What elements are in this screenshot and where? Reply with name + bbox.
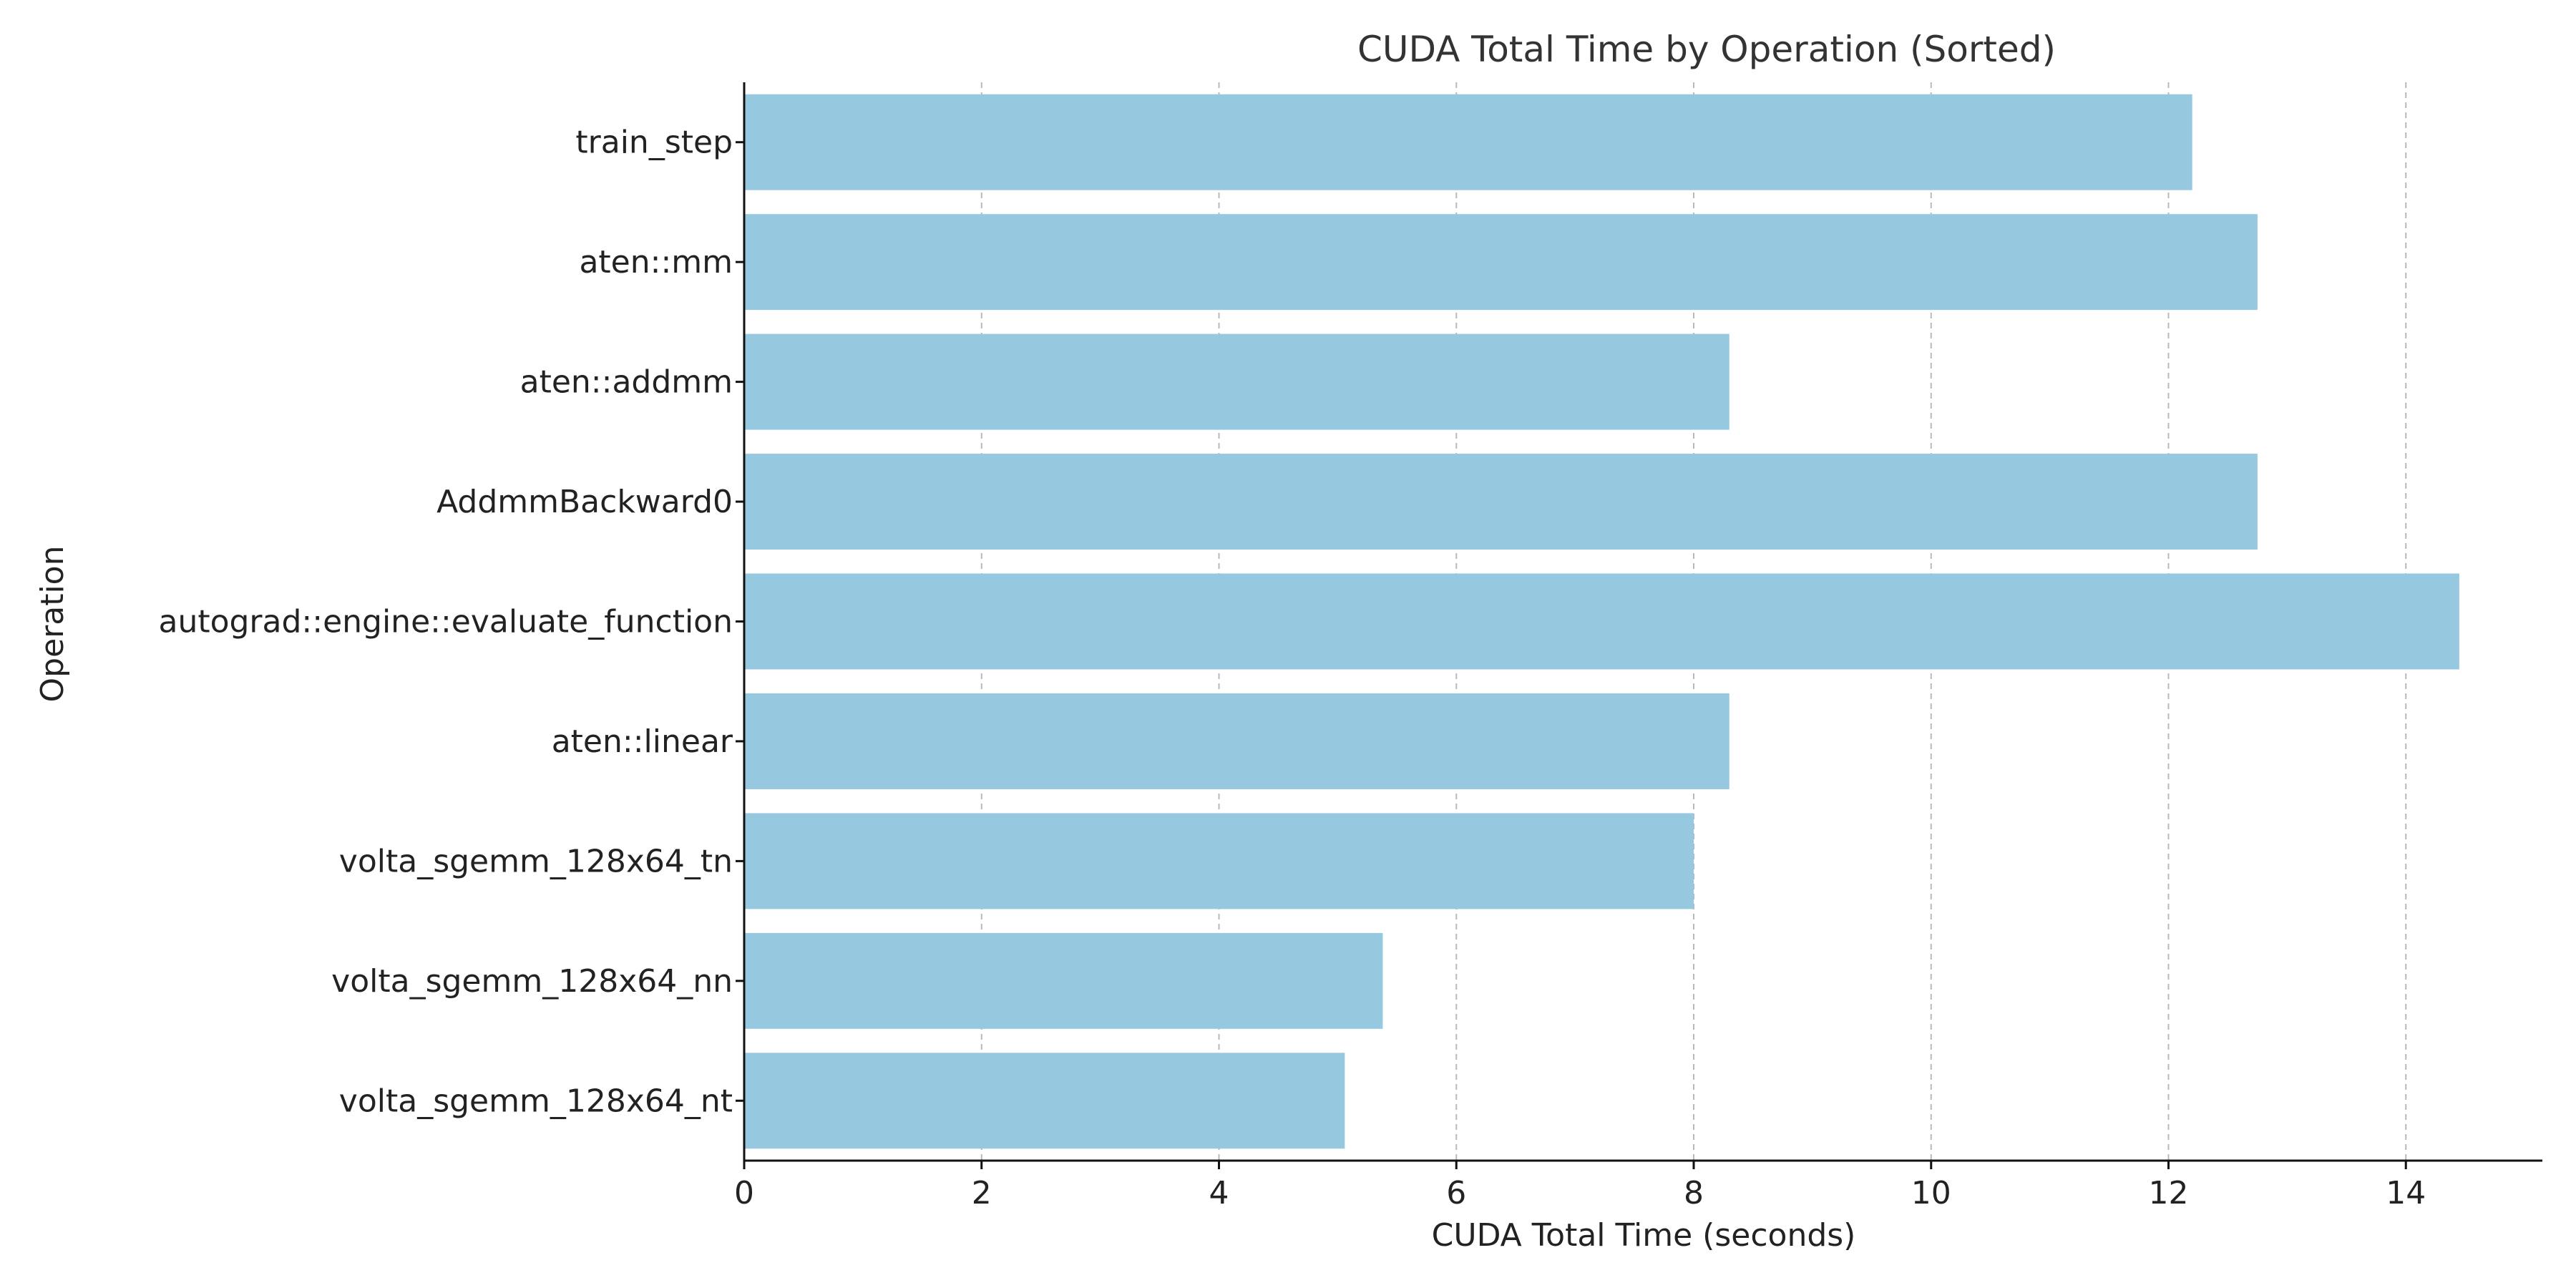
- bar: [744, 693, 1729, 789]
- chart-title: CUDA Total Time by Operation (Sorted): [1357, 29, 2056, 70]
- y-tick-label: volta_sgemm_128x64_nt: [339, 1083, 733, 1119]
- bar: [744, 813, 1694, 909]
- y-axis-label: Operation: [34, 546, 71, 703]
- x-tick-label: 4: [1209, 1175, 1229, 1211]
- y-tick-label: AddmmBackward0: [436, 484, 733, 520]
- bar: [744, 94, 2192, 190]
- y-tick-label: aten::linear: [552, 723, 733, 760]
- y-tick-label: aten::mm: [579, 244, 733, 280]
- x-tick-label: 10: [1911, 1175, 1951, 1211]
- x-axis-label: CUDA Total Time (seconds): [1432, 1217, 1856, 1254]
- bar: [744, 333, 1729, 430]
- y-axis-ticks: train_stepaten::mmaten::addmmAddmmBackwa…: [158, 125, 744, 1119]
- bar: [744, 1053, 1345, 1149]
- bar: [744, 214, 2258, 311]
- x-tick-label: 14: [2386, 1175, 2426, 1211]
- bar: [744, 454, 2258, 550]
- y-tick-label: train_step: [575, 125, 733, 161]
- bars-layer: [744, 94, 2459, 1149]
- x-tick-label: 2: [972, 1175, 992, 1211]
- y-tick-label: autograd::engine::evaluate_function: [158, 604, 733, 640]
- y-tick-label: volta_sgemm_128x64_tn: [339, 843, 733, 879]
- x-tick-label: 8: [1684, 1175, 1704, 1211]
- x-axis-ticks: 0 2 4 6 8 10 12 14: [734, 1161, 2426, 1211]
- x-tick-label: 0: [734, 1175, 754, 1211]
- x-tick-label: 12: [2148, 1175, 2188, 1211]
- y-tick-label: aten::addmm: [520, 364, 733, 401]
- bar: [744, 932, 1383, 1029]
- bar: [744, 573, 2459, 670]
- y-tick-label: volta_sgemm_128x64_nn: [331, 963, 733, 1000]
- x-tick-label: 6: [1446, 1175, 1466, 1211]
